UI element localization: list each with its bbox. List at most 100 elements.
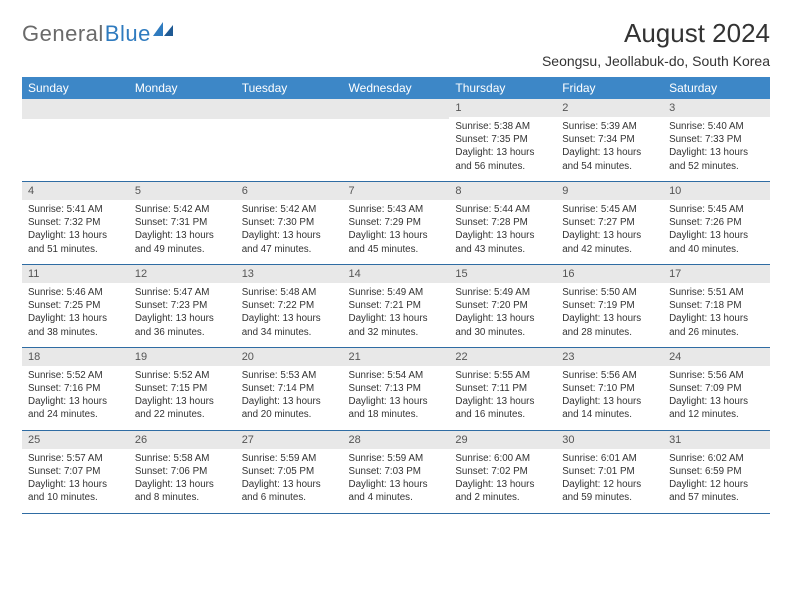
- day-details: Sunrise: 5:59 AMSunset: 7:03 PMDaylight:…: [343, 449, 450, 513]
- day-details: Sunrise: 5:46 AMSunset: 7:25 PMDaylight:…: [22, 283, 129, 347]
- calendar-day-cell: 5Sunrise: 5:42 AMSunset: 7:31 PMDaylight…: [129, 182, 236, 265]
- calendar-empty-cell: [236, 99, 343, 182]
- day-number: 2: [556, 99, 663, 117]
- calendar-day-cell: 8Sunrise: 5:44 AMSunset: 7:28 PMDaylight…: [449, 182, 556, 265]
- calendar-day-cell: 23Sunrise: 5:56 AMSunset: 7:10 PMDayligh…: [556, 347, 663, 430]
- calendar-day-cell: 2Sunrise: 5:39 AMSunset: 7:34 PMDaylight…: [556, 99, 663, 182]
- logo-text-gray: General: [22, 21, 104, 47]
- day-details: Sunrise: 5:54 AMSunset: 7:13 PMDaylight:…: [343, 366, 450, 430]
- calendar-day-cell: 9Sunrise: 5:45 AMSunset: 7:27 PMDaylight…: [556, 182, 663, 265]
- calendar-day-cell: 3Sunrise: 5:40 AMSunset: 7:33 PMDaylight…: [663, 99, 770, 182]
- calendar-day-cell: 27Sunrise: 5:59 AMSunset: 7:05 PMDayligh…: [236, 430, 343, 513]
- calendar-day-cell: 18Sunrise: 5:52 AMSunset: 7:16 PMDayligh…: [22, 347, 129, 430]
- calendar-day-cell: 12Sunrise: 5:47 AMSunset: 7:23 PMDayligh…: [129, 264, 236, 347]
- calendar-day-cell: 30Sunrise: 6:01 AMSunset: 7:01 PMDayligh…: [556, 430, 663, 513]
- day-details: Sunrise: 5:44 AMSunset: 7:28 PMDaylight:…: [449, 200, 556, 264]
- empty-day-number: [129, 99, 236, 119]
- calendar-day-cell: 22Sunrise: 5:55 AMSunset: 7:11 PMDayligh…: [449, 347, 556, 430]
- day-number: 6: [236, 182, 343, 200]
- day-number: 11: [22, 265, 129, 283]
- day-number: 4: [22, 182, 129, 200]
- day-number: 19: [129, 348, 236, 366]
- day-details: Sunrise: 5:49 AMSunset: 7:20 PMDaylight:…: [449, 283, 556, 347]
- header: GeneralBlue August 2024 Seongsu, Jeollab…: [22, 18, 770, 69]
- day-details: Sunrise: 6:00 AMSunset: 7:02 PMDaylight:…: [449, 449, 556, 513]
- day-number: 31: [663, 431, 770, 449]
- day-details: Sunrise: 5:56 AMSunset: 7:10 PMDaylight:…: [556, 366, 663, 430]
- day-number: 10: [663, 182, 770, 200]
- weekday-header: Saturday: [663, 77, 770, 99]
- calendar-week-row: 11Sunrise: 5:46 AMSunset: 7:25 PMDayligh…: [22, 264, 770, 347]
- empty-day-number: [236, 99, 343, 119]
- day-number: 28: [343, 431, 450, 449]
- day-details: Sunrise: 5:49 AMSunset: 7:21 PMDaylight:…: [343, 283, 450, 347]
- day-details: Sunrise: 5:58 AMSunset: 7:06 PMDaylight:…: [129, 449, 236, 513]
- day-number: 24: [663, 348, 770, 366]
- calendar-day-cell: 4Sunrise: 5:41 AMSunset: 7:32 PMDaylight…: [22, 182, 129, 265]
- title-block: August 2024 Seongsu, Jeollabuk-do, South…: [542, 18, 770, 69]
- calendar-week-row: 1Sunrise: 5:38 AMSunset: 7:35 PMDaylight…: [22, 99, 770, 182]
- day-details: Sunrise: 5:38 AMSunset: 7:35 PMDaylight:…: [449, 117, 556, 181]
- day-number: 30: [556, 431, 663, 449]
- calendar-day-cell: 29Sunrise: 6:00 AMSunset: 7:02 PMDayligh…: [449, 430, 556, 513]
- day-number: 13: [236, 265, 343, 283]
- day-number: 26: [129, 431, 236, 449]
- calendar-day-cell: 14Sunrise: 5:49 AMSunset: 7:21 PMDayligh…: [343, 264, 450, 347]
- day-details: Sunrise: 5:50 AMSunset: 7:19 PMDaylight:…: [556, 283, 663, 347]
- calendar-day-cell: 20Sunrise: 5:53 AMSunset: 7:14 PMDayligh…: [236, 347, 343, 430]
- logo: GeneralBlue: [22, 18, 175, 50]
- weekday-header: Thursday: [449, 77, 556, 99]
- calendar-empty-cell: [22, 99, 129, 182]
- calendar-week-row: 18Sunrise: 5:52 AMSunset: 7:16 PMDayligh…: [22, 347, 770, 430]
- calendar-day-cell: 24Sunrise: 5:56 AMSunset: 7:09 PMDayligh…: [663, 347, 770, 430]
- day-details: Sunrise: 5:56 AMSunset: 7:09 PMDaylight:…: [663, 366, 770, 430]
- day-details: Sunrise: 5:42 AMSunset: 7:31 PMDaylight:…: [129, 200, 236, 264]
- day-number: 16: [556, 265, 663, 283]
- day-number: 18: [22, 348, 129, 366]
- empty-day-body: [236, 119, 343, 181]
- day-details: Sunrise: 5:47 AMSunset: 7:23 PMDaylight:…: [129, 283, 236, 347]
- day-number: 9: [556, 182, 663, 200]
- day-details: Sunrise: 6:02 AMSunset: 6:59 PMDaylight:…: [663, 449, 770, 513]
- calendar-week-row: 4Sunrise: 5:41 AMSunset: 7:32 PMDaylight…: [22, 182, 770, 265]
- day-details: Sunrise: 5:52 AMSunset: 7:15 PMDaylight:…: [129, 366, 236, 430]
- day-details: Sunrise: 5:45 AMSunset: 7:26 PMDaylight:…: [663, 200, 770, 264]
- day-details: Sunrise: 5:42 AMSunset: 7:30 PMDaylight:…: [236, 200, 343, 264]
- day-details: Sunrise: 5:59 AMSunset: 7:05 PMDaylight:…: [236, 449, 343, 513]
- empty-day-body: [343, 119, 450, 181]
- calendar-day-cell: 6Sunrise: 5:42 AMSunset: 7:30 PMDaylight…: [236, 182, 343, 265]
- calendar-day-cell: 13Sunrise: 5:48 AMSunset: 7:22 PMDayligh…: [236, 264, 343, 347]
- day-details: Sunrise: 5:45 AMSunset: 7:27 PMDaylight:…: [556, 200, 663, 264]
- weekday-header: Monday: [129, 77, 236, 99]
- day-details: Sunrise: 5:39 AMSunset: 7:34 PMDaylight:…: [556, 117, 663, 181]
- day-number: 20: [236, 348, 343, 366]
- day-details: Sunrise: 5:57 AMSunset: 7:07 PMDaylight:…: [22, 449, 129, 513]
- calendar-day-cell: 21Sunrise: 5:54 AMSunset: 7:13 PMDayligh…: [343, 347, 450, 430]
- weekday-header: Tuesday: [236, 77, 343, 99]
- calendar-day-cell: 26Sunrise: 5:58 AMSunset: 7:06 PMDayligh…: [129, 430, 236, 513]
- calendar-day-cell: 19Sunrise: 5:52 AMSunset: 7:15 PMDayligh…: [129, 347, 236, 430]
- day-number: 22: [449, 348, 556, 366]
- calendar-day-cell: 28Sunrise: 5:59 AMSunset: 7:03 PMDayligh…: [343, 430, 450, 513]
- calendar-day-cell: 31Sunrise: 6:02 AMSunset: 6:59 PMDayligh…: [663, 430, 770, 513]
- day-details: Sunrise: 5:41 AMSunset: 7:32 PMDaylight:…: [22, 200, 129, 264]
- calendar-table: SundayMondayTuesdayWednesdayThursdayFrid…: [22, 77, 770, 514]
- empty-day-body: [129, 119, 236, 181]
- day-details: Sunrise: 5:43 AMSunset: 7:29 PMDaylight:…: [343, 200, 450, 264]
- day-number: 15: [449, 265, 556, 283]
- calendar-day-cell: 15Sunrise: 5:49 AMSunset: 7:20 PMDayligh…: [449, 264, 556, 347]
- day-number: 27: [236, 431, 343, 449]
- day-number: 7: [343, 182, 450, 200]
- empty-day-number: [22, 99, 129, 119]
- weekday-header: Sunday: [22, 77, 129, 99]
- day-details: Sunrise: 5:52 AMSunset: 7:16 PMDaylight:…: [22, 366, 129, 430]
- calendar-day-cell: 1Sunrise: 5:38 AMSunset: 7:35 PMDaylight…: [449, 99, 556, 182]
- calendar-empty-cell: [343, 99, 450, 182]
- day-details: Sunrise: 5:53 AMSunset: 7:14 PMDaylight:…: [236, 366, 343, 430]
- calendar-day-cell: 16Sunrise: 5:50 AMSunset: 7:19 PMDayligh…: [556, 264, 663, 347]
- day-details: Sunrise: 5:40 AMSunset: 7:33 PMDaylight:…: [663, 117, 770, 181]
- day-details: Sunrise: 5:48 AMSunset: 7:22 PMDaylight:…: [236, 283, 343, 347]
- day-number: 17: [663, 265, 770, 283]
- calendar-empty-cell: [129, 99, 236, 182]
- day-number: 21: [343, 348, 450, 366]
